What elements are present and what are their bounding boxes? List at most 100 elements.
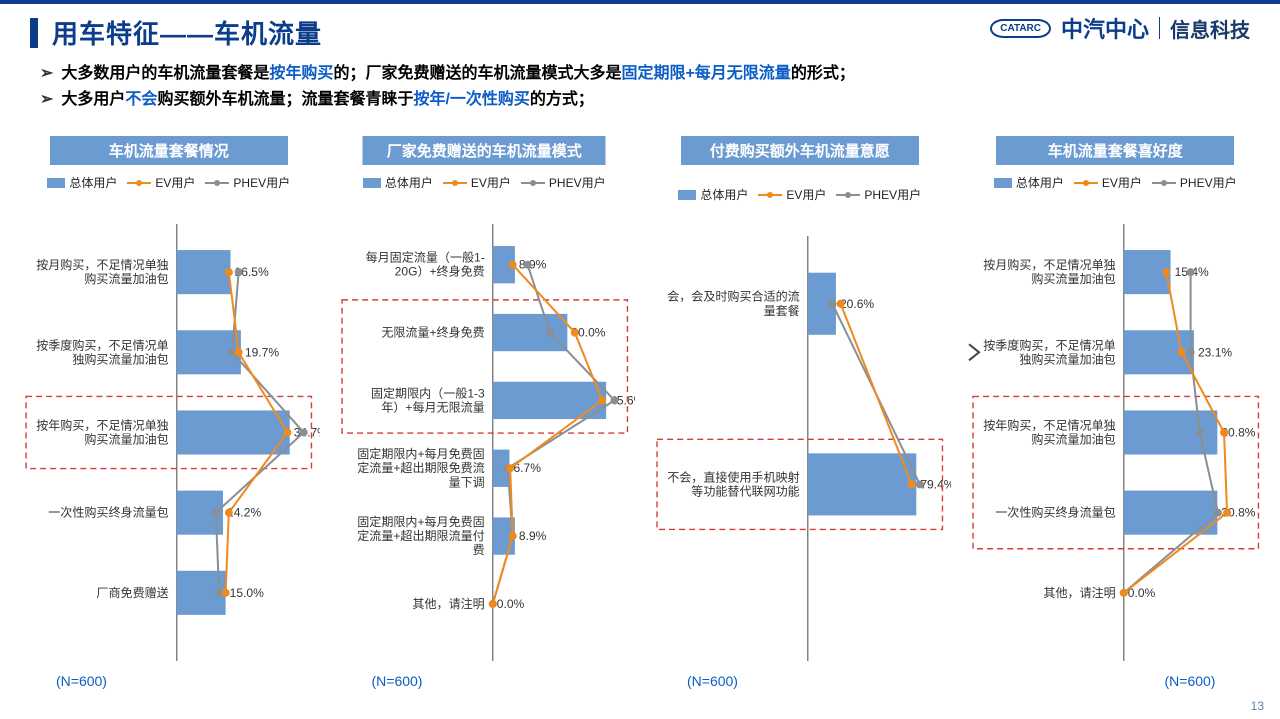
row-label: 其他，请注明 [1043, 585, 1115, 600]
legend: 总体用户 EV用户 PHEV用户 [645, 186, 955, 203]
row-label: 定流量+超出期限流量付 [357, 528, 485, 543]
ev-point [222, 589, 229, 596]
logo-oval: CATARC [990, 19, 1051, 38]
ev-point [235, 349, 242, 356]
n-label: (N=600) [687, 673, 738, 689]
bar-value: 19.7% [245, 345, 279, 359]
title-bar [30, 18, 38, 48]
plot: 8.9%每月固定流量（一般1-20G）+终身免费30.0%无限流量+终身免费45… [334, 224, 636, 665]
legend-bar: 总体用户 [994, 174, 1064, 191]
legend: 总体用户EV用户PHEV用户 [330, 174, 640, 191]
phev-point [1214, 509, 1221, 516]
row-label: 无限流量+终身免费 [381, 325, 484, 340]
panels-container: 车机流量套餐情况总体用户EV用户PHEV用户16.5%按月购买，不足情况单独购买… [14, 128, 1270, 689]
n-label: (N=600) [372, 673, 423, 689]
phev-point [212, 509, 219, 516]
phev-point [524, 261, 531, 268]
legend-ev: EV用户 [758, 186, 826, 203]
row-label: 独购买流量加油包 [72, 351, 168, 366]
logo-main: 中汽中心 [1061, 12, 1149, 44]
ev-point [598, 397, 605, 404]
row-label: 一次性购买终身流量包 [995, 505, 1115, 520]
panel-title: 付费购买额外车机流量意愿 [681, 136, 919, 165]
row-label: 购买流量加油包 [1031, 432, 1115, 447]
ev-point [571, 329, 578, 336]
phev-point [829, 300, 836, 307]
panel-title: 厂家免费赠送的车机流量模式 [363, 136, 606, 165]
ev-point [837, 300, 844, 307]
bar-value: 0.0% [496, 597, 524, 611]
bar [492, 382, 605, 419]
legend: 总体用户EV用户PHEV用户 [961, 174, 1271, 191]
bar-value: 0.0% [1127, 586, 1155, 600]
row-label: 其他，请注明 [412, 596, 484, 611]
ev-point [489, 600, 496, 607]
row-label: 按季度购买，不足情况单 [36, 337, 169, 352]
page-title: 用车特征——车机流量 [52, 14, 322, 51]
b1-mid: 的；厂家免费赠送的车机流量模式大多是 [333, 65, 621, 82]
panel-title: 车机流量套餐喜好度 [996, 136, 1234, 165]
phev-point [546, 329, 553, 336]
row-label: 独购买流量加油包 [1019, 351, 1115, 366]
bullet-marker: ➢ [40, 61, 53, 87]
bullet-marker: ➢ [40, 87, 53, 113]
ev-point [284, 429, 291, 436]
n-label: (N=600) [56, 673, 107, 689]
ev-point [1177, 349, 1184, 356]
row-label: 按季度购买，不足情况单 [983, 337, 1116, 352]
b1-suf: 的形式； [791, 65, 855, 82]
ev-point [1223, 509, 1230, 516]
row-label: 量套餐 [764, 303, 800, 318]
phev-point [216, 589, 223, 596]
ev-point [509, 261, 516, 268]
phev-point [1187, 349, 1194, 356]
legend-bar: 总体用户 [678, 186, 748, 203]
b2-mid: 购买额外车机流量；流量套餐青睐于 [157, 91, 413, 108]
b2-hl1: 不会 [125, 91, 157, 108]
phev-point [1187, 269, 1194, 276]
row-label: 购买流量加油包 [84, 271, 168, 286]
bullet-1: ➢ 大多数用户的车机流量套餐是按年购买的；厂家免费赠送的车机流量模式大多是固定期… [40, 61, 1250, 87]
row-label: 一次性购买终身流量包 [48, 505, 168, 520]
row-label: 按月购买，不足情况单独 [36, 257, 169, 272]
legend-ev: EV用户 [1074, 174, 1142, 191]
phev-point [916, 481, 923, 488]
n-label: (N=600) [1165, 673, 1216, 689]
ev-point [509, 533, 516, 540]
ev-point [225, 269, 232, 276]
bar-value: 79.4% [920, 477, 950, 491]
legend-phev: PHEV用户 [521, 174, 606, 191]
phev-point [611, 397, 618, 404]
phev-point [229, 349, 236, 356]
bar [1123, 491, 1217, 535]
bullet-2: ➢ 大多用户不会购买额外车机流量；流量套餐青睐于按年/一次性购买的方式； [40, 87, 1250, 113]
legend-phev: PHEV用户 [836, 186, 921, 203]
legend-phev: PHEV用户 [205, 174, 290, 191]
b1-hl2: 固定期限+每月无限流量 [621, 65, 790, 82]
legend-ev: EV用户 [127, 174, 195, 191]
bar [808, 453, 917, 515]
row-label: 厂商免费赠送 [96, 585, 168, 600]
panel-2: 付费购买额外车机流量意愿总体用户EV用户PHEV用户20.6%会，会及时购买合适… [645, 128, 955, 689]
panel-3: 车机流量套餐喜好度总体用户EV用户PHEV用户15.4%按月购买，不足情况单独购… [961, 128, 1271, 689]
row-label: 量下调 [448, 475, 484, 489]
bar-value: 15.0% [230, 586, 264, 600]
bar-value: 8.9% [518, 258, 546, 272]
page-number: 13 [1251, 699, 1264, 713]
row-label: 年）+每月无限流量 [381, 399, 484, 414]
row-label: 固定期限内+每月免费固 [357, 446, 485, 461]
b2-suf: 的方式； [530, 91, 594, 108]
plot: 16.5%按月购买，不足情况单独购买流量加油包19.7%按季度购买，不足情况单独… [18, 224, 320, 665]
row-label: 购买流量加油包 [1031, 271, 1115, 286]
chevron-icon [969, 344, 979, 360]
b2-pre: 大多用户 [61, 91, 125, 108]
legend-ev: EV用户 [443, 174, 511, 191]
plot: 20.6%会，会及时购买合适的流量套餐79.4%不会，直接使用手机映射等功能替代… [649, 224, 951, 665]
bar [177, 250, 231, 294]
row-label: 会，会及时购买合适的流 [667, 289, 800, 304]
bar-value: 8.9% [518, 529, 546, 543]
bar [492, 314, 567, 351]
row-label: 费 [472, 543, 484, 557]
panel-0: 车机流量套餐情况总体用户EV用户PHEV用户16.5%按月购买，不足情况单独购买… [14, 128, 324, 689]
row-label: 不会，直接使用手机映射 [667, 469, 800, 484]
